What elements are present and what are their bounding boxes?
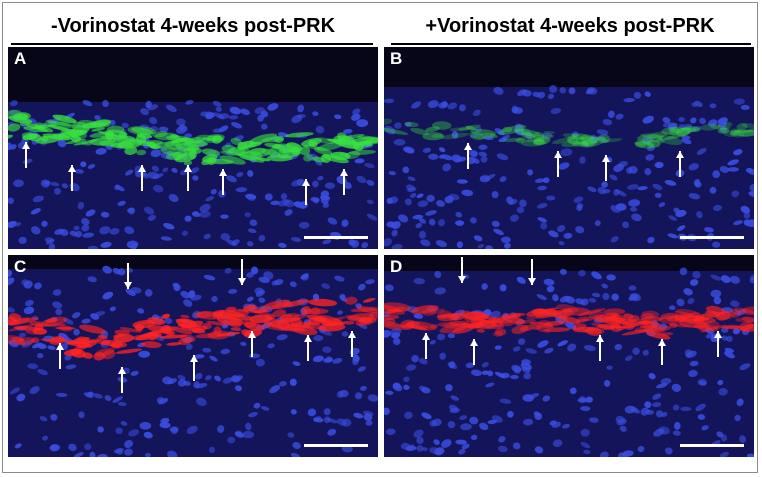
tissue-edge-background — [384, 47, 754, 87]
micrograph-image-c — [8, 255, 378, 457]
marker-arrow — [528, 259, 536, 285]
marker-arrow — [596, 335, 604, 361]
marker-arrow — [22, 142, 30, 168]
micrograph-image-a — [8, 47, 378, 249]
marker-arrow — [422, 333, 430, 359]
micrograph-panel-b: B — [384, 47, 754, 249]
stain-band — [8, 296, 378, 361]
marker-arrow — [238, 259, 246, 285]
figure-frame: -Vorinostat 4-weeks post-PRK +Vorinostat… — [2, 2, 758, 473]
panel-label-b: B — [390, 49, 403, 68]
marker-arrow — [304, 335, 312, 361]
marker-arrow — [184, 165, 192, 191]
micrograph-panel-d: D — [384, 255, 754, 457]
marker-arrow — [348, 331, 356, 357]
marker-arrow — [56, 343, 64, 369]
marker-arrow — [602, 155, 610, 181]
header-underline-right — [391, 43, 751, 45]
tissue-edge-background — [384, 255, 754, 271]
stain-band — [384, 118, 754, 149]
marker-arrow — [658, 339, 666, 365]
scale-bar-d — [680, 444, 744, 447]
marker-arrow — [340, 169, 348, 195]
stain-band — [384, 302, 754, 340]
header-plus-vorinostat: +Vorinostat 4-weeks post-PRK — [425, 15, 715, 37]
nuclei-layer — [384, 85, 754, 249]
marker-arrow — [118, 367, 126, 393]
header-underline-left — [11, 43, 373, 45]
scale-bar-b — [680, 236, 744, 239]
marker-arrow — [676, 151, 684, 177]
micrograph-panel-c: C — [8, 255, 378, 457]
marker-arrow — [124, 263, 132, 289]
stain-band — [8, 109, 378, 166]
marker-arrow — [458, 257, 466, 283]
panel-label-c: C — [14, 257, 27, 276]
scale-bar-c — [304, 444, 368, 447]
micrograph-image-b — [384, 47, 754, 249]
marker-arrow — [470, 339, 478, 365]
tissue-edge-background — [8, 47, 378, 102]
micrograph-image-d — [384, 255, 754, 457]
marker-arrow — [554, 151, 562, 177]
panel-label-a: A — [14, 49, 27, 68]
marker-arrow — [219, 169, 227, 195]
tissue-edge-background — [8, 255, 378, 269]
marker-arrow — [464, 143, 472, 169]
panel-label-d: D — [390, 257, 403, 276]
marker-arrow — [138, 165, 146, 191]
header-minus-vorinostat: -Vorinostat 4-weeks post-PRK — [50, 15, 336, 37]
micrograph-panel-a: A — [8, 47, 378, 249]
marker-arrow — [302, 179, 310, 205]
marker-arrow — [190, 355, 198, 381]
marker-arrow — [248, 331, 256, 357]
marker-arrow — [68, 165, 76, 191]
marker-arrow — [714, 331, 722, 357]
scale-bar-a — [304, 236, 368, 239]
